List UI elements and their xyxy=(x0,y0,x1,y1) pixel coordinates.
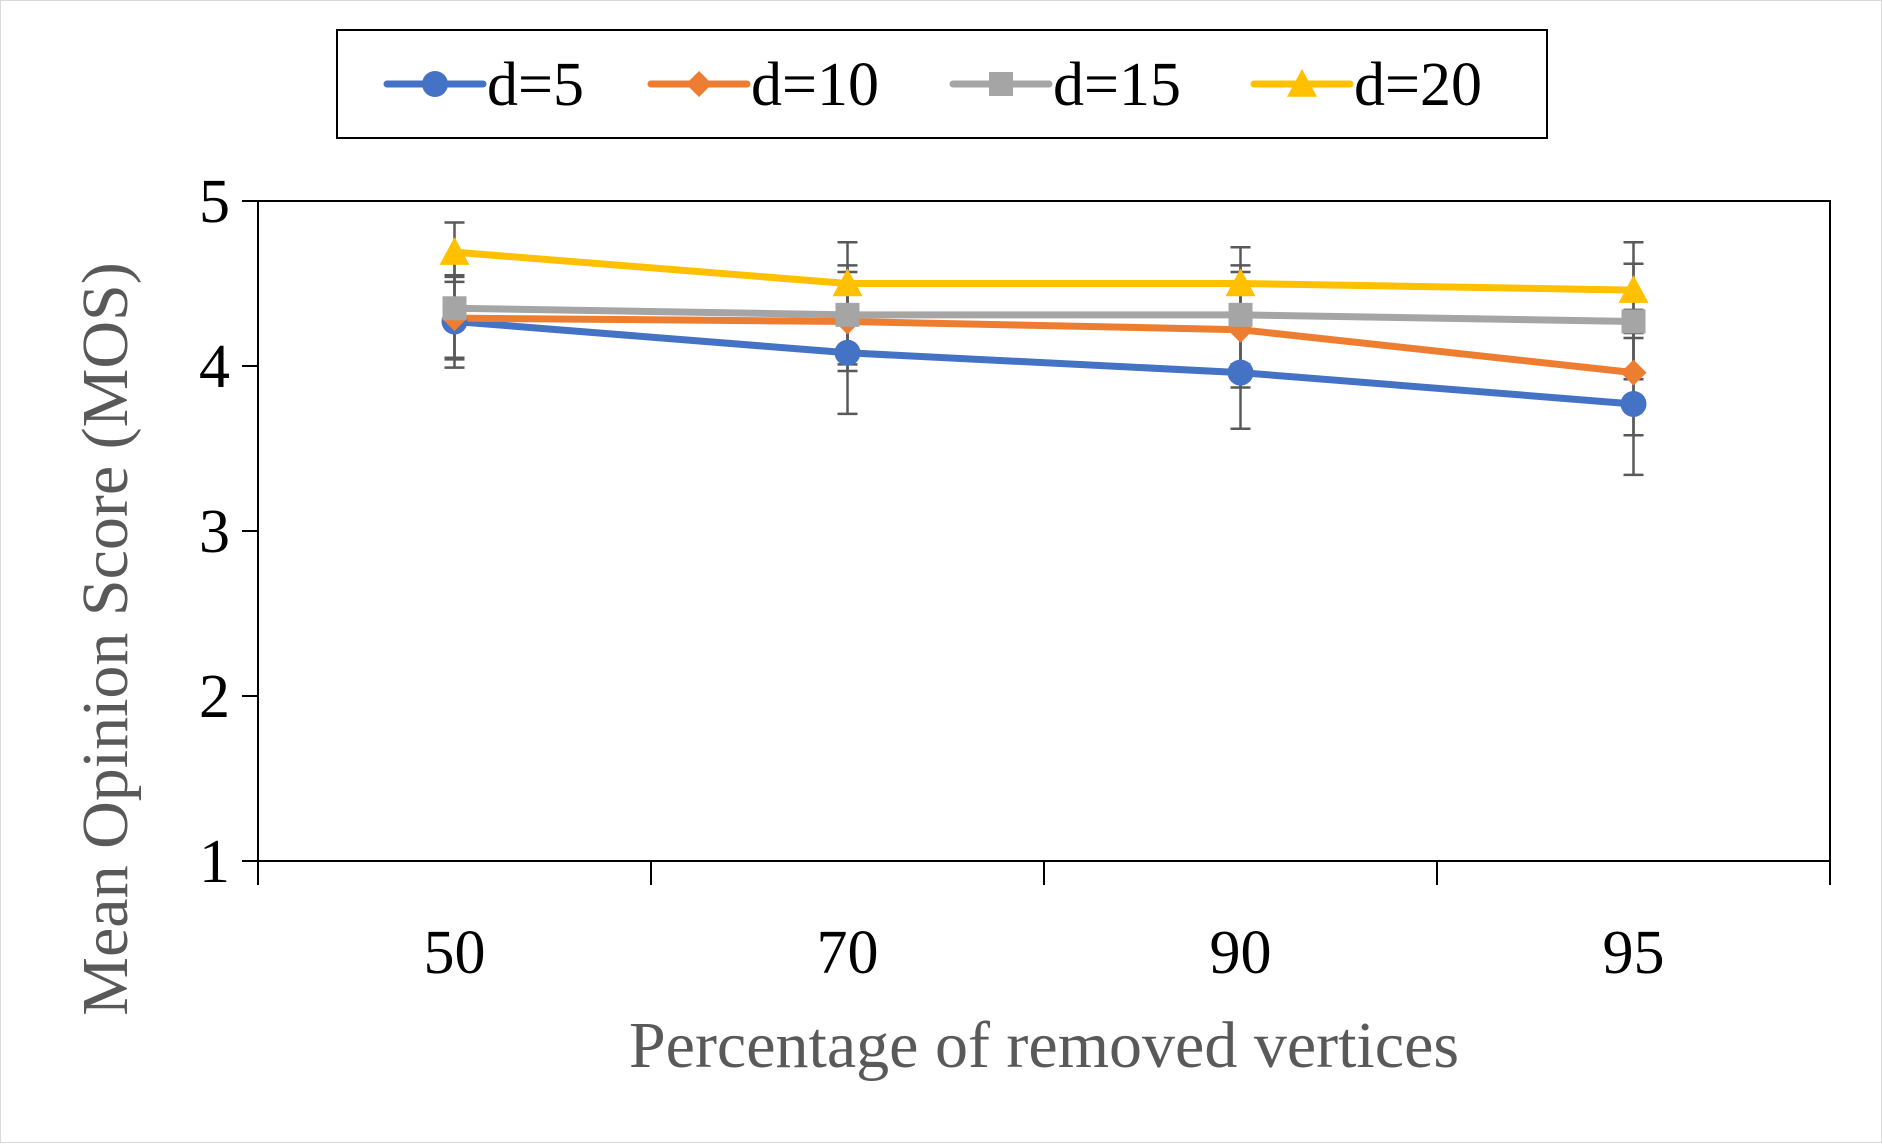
series-markers xyxy=(439,237,1649,417)
x-axis-title: Percentage of removed vertices xyxy=(629,1009,1459,1082)
legend-entry-d-15: d=15 xyxy=(949,51,1181,119)
legend-entry-d-10: d=10 xyxy=(647,51,879,119)
y-axis: 1 2 3 4 5 xyxy=(199,168,258,896)
legend-entry-d-20: d=20 xyxy=(1250,51,1482,119)
plot-area-border xyxy=(257,200,1831,862)
legend-label: d=10 xyxy=(751,51,879,119)
legend-label: d=5 xyxy=(487,51,584,119)
data-point-d-20 xyxy=(1618,275,1649,303)
series-line-d-5 xyxy=(451,317,1637,408)
x-tick-label: 70 xyxy=(817,919,879,987)
data-point-d-5 xyxy=(1227,359,1254,386)
series-lines xyxy=(451,248,1637,408)
legend-marker xyxy=(422,71,448,97)
legend-label: d=20 xyxy=(1354,51,1482,119)
series-line-d-20 xyxy=(451,248,1637,294)
data-point-d-20 xyxy=(439,237,470,265)
x-tick-label: 90 xyxy=(1210,919,1272,987)
y-tick-label: 4 xyxy=(199,333,230,401)
legend-label: d=15 xyxy=(1053,51,1181,119)
y-tick-label: 3 xyxy=(199,498,230,566)
x-tick-label: 95 xyxy=(1603,919,1665,987)
data-point-d-15 xyxy=(835,302,860,327)
y-tick-label: 2 xyxy=(199,663,230,731)
data-point-d-10 xyxy=(1620,359,1647,386)
legend: d=5 d=10 d=15 d=20 xyxy=(336,29,1548,139)
legend-marker xyxy=(686,71,712,97)
legend-entry-d-5: d=5 xyxy=(383,51,584,119)
series-line-d-10 xyxy=(451,314,1637,377)
data-point-d-15 xyxy=(442,296,467,321)
y-tick-label: 5 xyxy=(199,168,230,236)
x-axis: 50 70 90 95 xyxy=(257,861,1831,987)
error-bars xyxy=(444,221,1644,477)
y-axis-title: Mean Opinion Score (MOS) xyxy=(69,262,142,1015)
data-point-d-5 xyxy=(834,339,861,366)
legend-marker xyxy=(989,72,1013,96)
plot-area xyxy=(257,200,1831,862)
x-tick-label: 50 xyxy=(424,919,486,987)
series-line-d-15 xyxy=(451,304,1637,325)
data-point-d-15 xyxy=(1228,302,1253,327)
data-point-d-20 xyxy=(1225,268,1256,297)
data-point-d-5 xyxy=(1620,390,1647,417)
data-point-d-15 xyxy=(1621,309,1646,334)
y-tick-label: 1 xyxy=(199,828,230,896)
legend-marker xyxy=(1287,69,1317,97)
data-point-d-20 xyxy=(832,268,863,297)
